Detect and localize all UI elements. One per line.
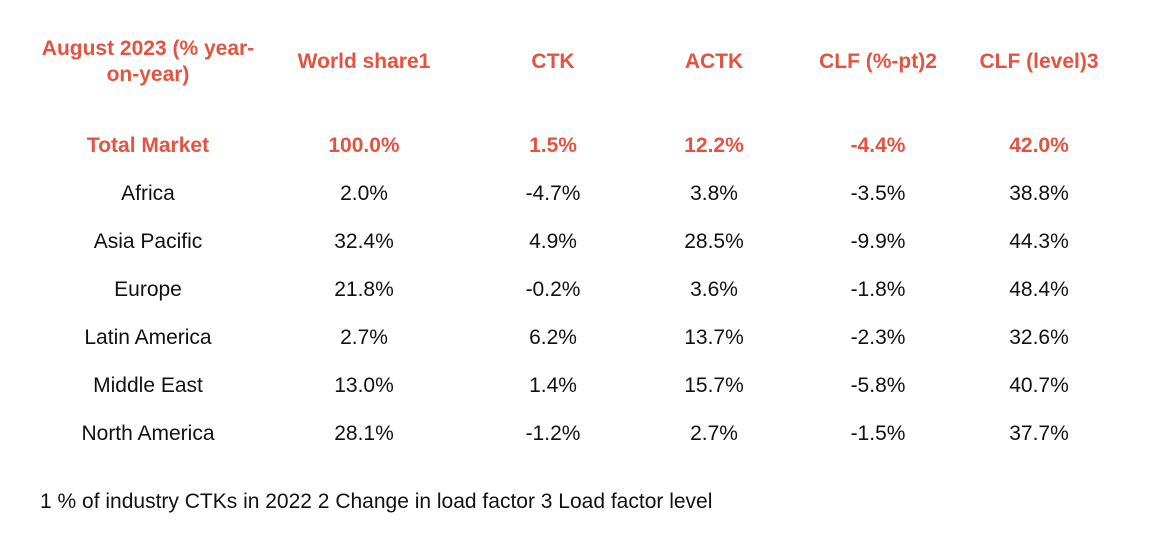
table-footnote: 1 % of industry CTKs in 2022 2 Change in… — [40, 490, 713, 513]
table-header-row: August 2023 (% year-on-year) World share… — [0, 36, 1152, 88]
header-clf-level: CLF (level)3 — [979, 50, 1099, 73]
clf-pt-value: -4.4% — [850, 134, 906, 157]
ctk-value: -0.2% — [525, 278, 581, 301]
row-label: Middle East — [93, 374, 203, 397]
ctk-value: 6.2% — [529, 326, 577, 349]
clf-level-value: 44.3% — [1009, 230, 1069, 253]
clf-level-value: 42.0% — [1009, 134, 1069, 157]
ctk-value: 1.4% — [529, 374, 577, 397]
clf-level-value: 40.7% — [1009, 374, 1069, 397]
actk-value: 3.6% — [690, 278, 738, 301]
clf-level-value: 32.6% — [1009, 326, 1069, 349]
actk-value: 2.7% — [690, 422, 738, 445]
actk-value: 28.5% — [684, 230, 744, 253]
row-label: Latin America — [84, 326, 212, 349]
row-label: Africa — [121, 182, 175, 205]
world-share-value: 100.0% — [328, 134, 400, 157]
clf-pt-value: -9.9% — [850, 230, 906, 253]
clf-level-value: 37.7% — [1009, 422, 1069, 445]
world-share-value: 32.4% — [334, 230, 394, 253]
clf-pt-value: -5.8% — [850, 374, 906, 397]
clf-pt-value: -1.8% — [850, 278, 906, 301]
table-row-africa: Africa 2.0% -4.7% 3.8% -3.5% 38.8% — [0, 170, 1152, 218]
ctk-value: 4.9% — [529, 230, 577, 253]
actk-value: 13.7% — [684, 326, 744, 349]
world-share-value: 21.8% — [334, 278, 394, 301]
table-row-europe: Europe 21.8% -0.2% 3.6% -1.8% 48.4% — [0, 266, 1152, 314]
header-actk: ACTK — [684, 50, 744, 73]
header-clf-pt: CLF (%-pt)2 — [819, 50, 937, 73]
table-row-asia-pacific: Asia Pacific 32.4% 4.9% 28.5% -9.9% 44.3… — [0, 218, 1152, 266]
clf-level-value: 38.8% — [1009, 182, 1069, 205]
world-share-value: 2.0% — [340, 182, 388, 205]
actk-value: 15.7% — [684, 374, 744, 397]
header-ctk: CTK — [531, 50, 575, 73]
table-row-latin-america: Latin America 2.7% 6.2% 13.7% -2.3% 32.6… — [0, 314, 1152, 362]
row-label: Total Market — [86, 134, 210, 157]
clf-pt-value: -2.3% — [850, 326, 906, 349]
row-label: Europe — [114, 278, 182, 301]
ctk-value: -4.7% — [525, 182, 581, 205]
clf-pt-value: -1.5% — [850, 422, 906, 445]
actk-value: 3.8% — [690, 182, 738, 205]
table-row-middle-east: Middle East 13.0% 1.4% 15.7% -5.8% 40.7% — [0, 362, 1152, 410]
clf-level-value: 48.4% — [1009, 278, 1069, 301]
world-share-value: 13.0% — [334, 374, 394, 397]
header-period: August 2023 (% year-on-year) — [41, 37, 255, 86]
world-share-value: 28.1% — [334, 422, 394, 445]
world-share-value: 2.7% — [340, 326, 388, 349]
header-world-share: World share1 — [297, 50, 431, 73]
row-label: Asia Pacific — [93, 230, 203, 253]
clf-pt-value: -3.5% — [850, 182, 906, 205]
row-label: North America — [81, 422, 215, 445]
actk-value: 12.2% — [684, 134, 744, 157]
table-row-total-market: Total Market 100.0% 1.5% 12.2% -4.4% 42.… — [0, 122, 1152, 170]
ctk-value: 1.5% — [529, 134, 577, 157]
table-row-north-america: North America 28.1% -1.2% 2.7% -1.5% 37.… — [0, 410, 1152, 458]
ctk-value: -1.2% — [525, 422, 581, 445]
